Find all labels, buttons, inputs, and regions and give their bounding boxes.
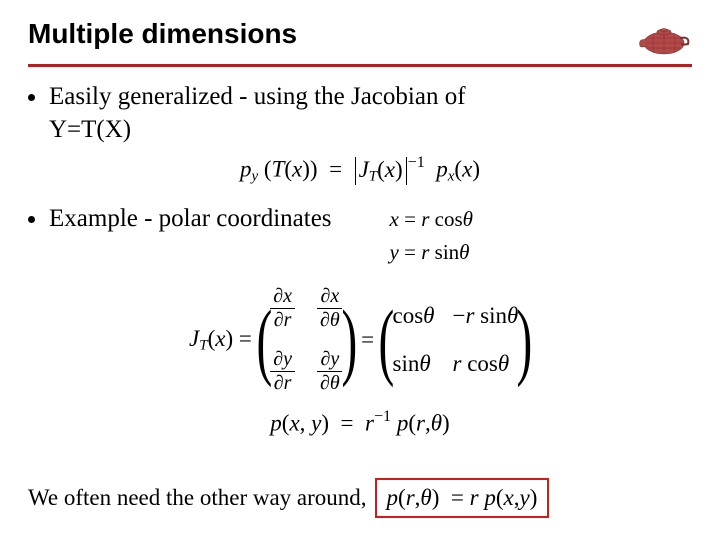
equation-pxy: p(x, y) = r−1 p(r,θ) (28, 408, 692, 437)
polar-x: x = r cosθ (390, 203, 473, 236)
title-rule (28, 64, 692, 67)
jacobian-equation: JT(x) = ( ∂x∂r ∂x∂θ ∂y∂r ∂y∂θ ) = ( cosθ… (28, 286, 692, 394)
slide-title: Multiple dimensions (28, 18, 297, 50)
teapot-logo-icon (632, 18, 692, 58)
bullet-dot-icon (28, 94, 35, 101)
bullet-2-row: Example - polar coordinates x = r cosθ y… (28, 203, 692, 268)
boxed-equation: p(r,θ) = r p(x, y) (375, 478, 550, 518)
polar-y: y = r sinθ (390, 236, 473, 269)
bullet-dot-icon (28, 216, 35, 223)
bullet-1: Easily generalized - using the Jacobian … (28, 81, 692, 146)
bullet-1-text: Easily generalized - using the Jacobian … (49, 81, 466, 146)
header: Multiple dimensions (28, 18, 692, 58)
footer-row: We often need the other way around, p(r,… (28, 478, 692, 518)
polar-definitions: x = r cosθ y = r sinθ (390, 203, 473, 268)
bullet-1-line-b: Y=T(X) (49, 116, 131, 143)
equation-transform: py (T(x)) = JT(x)−1 px(x) (28, 154, 692, 185)
footer-text: We often need the other way around, (28, 485, 367, 511)
jacobian-partial-matrix: ( ∂x∂r ∂x∂θ ∂y∂r ∂y∂θ ) (258, 286, 356, 394)
jacobian-value-matrix: ( cosθ −r sinθ sinθ r cosθ ) (380, 303, 531, 377)
slide: Multiple dimensions Easily ge (0, 0, 720, 540)
content: Easily generalized - using the Jacobian … (28, 81, 692, 437)
bullet-1-line-a: Easily generalized - using the Jacobian … (49, 83, 466, 110)
bullet-2-text: Example - polar coordinates (49, 203, 332, 236)
